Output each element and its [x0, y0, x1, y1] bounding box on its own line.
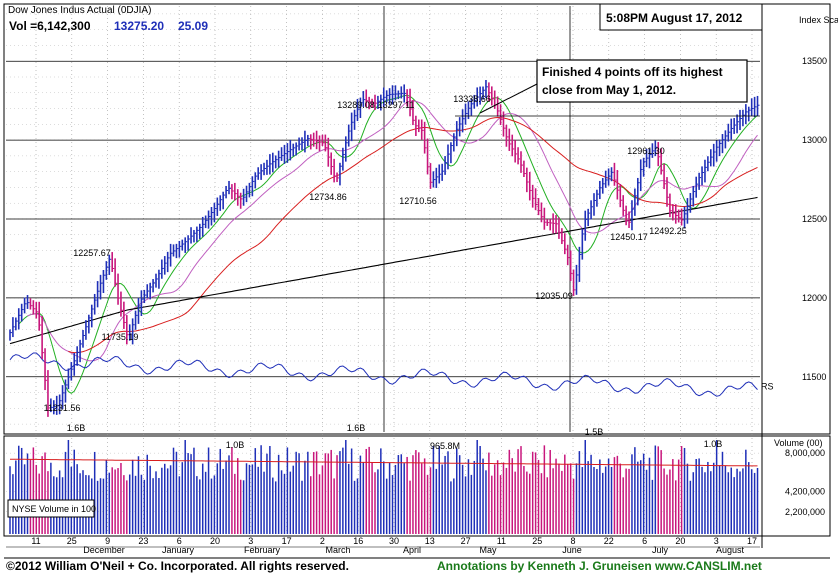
timestamp: 5:08PM August 17, 2012: [606, 11, 743, 25]
volume-legend-box: [7, 499, 95, 518]
x-tick-label: 13: [425, 536, 435, 546]
volume-annotation: 1.0B: [704, 439, 723, 449]
price-annotation: 13297.11: [378, 100, 415, 110]
price-tick-label: 12500: [802, 214, 827, 224]
x-tick-label: 2: [320, 536, 325, 546]
axis-labels: 11500 12000 12500 13000 13500 2,200,000 4,200,…: [31, 56, 827, 555]
x-tick-label: 20: [675, 536, 685, 546]
volume-axis-label: Volume (00): [774, 438, 823, 448]
volume-annotation: 965.8M: [430, 441, 460, 451]
x-tick-label: 23: [138, 536, 148, 546]
volume-tick-label: 2,200,000: [785, 507, 825, 517]
volume-tick-label: 8,000,000: [785, 448, 825, 458]
x-tick-label: 3: [714, 536, 719, 546]
x-tick-label: 25: [532, 536, 542, 546]
volume-label: Vol =6,142,300: [9, 19, 91, 33]
volume-bars: [9, 440, 759, 534]
chart-title: Dow Jones Indus Actual (0DJIA): [8, 5, 151, 16]
annotation-line-2: close from May 1, 2012.: [542, 83, 676, 97]
x-tick-label: 17: [747, 536, 757, 546]
x-tick-label: 27: [461, 536, 471, 546]
x-tick-label: 6: [177, 536, 182, 546]
month-label: March: [325, 545, 350, 555]
price-annotations: 12257.67 11735.19 11231.56 13289.08 13297.11…: [44, 94, 687, 413]
price-tick-label: 13500: [802, 56, 827, 66]
volume-tick-label: 4,200,000: [785, 487, 825, 497]
price-annotation: 11231.56: [44, 403, 81, 413]
price-annotation: 13289.08: [337, 100, 375, 110]
price-tick-label: 12000: [802, 293, 827, 303]
rs-label: RS: [761, 381, 774, 391]
price-annotation: 12961.30: [627, 146, 665, 156]
price-annotation: 12450.17: [610, 232, 648, 242]
copyright: ©2012 William O'Neil + Co. Incorporated.…: [6, 559, 349, 573]
price-annotation: 13338.66: [453, 94, 491, 104]
annotation-pointer: [479, 83, 538, 114]
x-tick-label: 6: [642, 536, 647, 546]
month-label: May: [479, 545, 497, 555]
rs-line: [9, 352, 758, 397]
month-label: January: [162, 545, 195, 555]
x-tick-label: 8: [570, 536, 575, 546]
x-tick-label: 11: [497, 536, 506, 546]
volume-annotation: 1.0B: [226, 440, 245, 450]
price-annotation: 12492.25: [649, 226, 687, 236]
credit: Annotations by Kenneth J. Gruneisen www.…: [437, 559, 762, 573]
month-label: July: [652, 545, 669, 555]
x-tick-label: 11: [31, 536, 40, 546]
annotation-line-1: Finished 4 points off its highest: [542, 65, 723, 79]
annotation-box: [536, 59, 748, 103]
volume-panel-frame: [3, 435, 831, 537]
price-change: 25.09: [178, 19, 208, 33]
price-tick-label: 13000: [802, 135, 827, 145]
x-tick-label: 22: [604, 536, 614, 546]
price-annotation: 12035.09: [535, 291, 573, 301]
ma200-line: [9, 196, 758, 345]
price-annotation: 11735.19: [102, 332, 139, 342]
volume-average-line: [10, 458, 758, 467]
x-tick-label: 3: [248, 536, 253, 546]
month-label: August: [716, 545, 745, 555]
volume-annotation: 1.6B: [347, 423, 366, 433]
month-label: June: [562, 545, 582, 555]
price-annotation: 12734.86: [309, 192, 347, 202]
price-panel-frame: [3, 3, 831, 435]
x-tick-label: 20: [210, 536, 220, 546]
x-tick-label: 17: [282, 536, 292, 546]
ma21-line: [27, 100, 758, 362]
x-tick-label: 9: [105, 536, 110, 546]
price-annotation: 12710.56: [399, 196, 437, 206]
price-tick-label: 11500: [802, 372, 826, 382]
x-tick-label: 16: [353, 536, 363, 546]
volume-legend: NYSE Volume in 100: [12, 504, 96, 514]
month-label: February: [244, 545, 281, 555]
month-label: December: [83, 545, 125, 555]
month-label: April: [403, 545, 421, 555]
x-tick-label: 25: [67, 536, 77, 546]
price-annotation: 12257.67: [73, 248, 111, 258]
volume-annotation: 1.6B: [67, 423, 86, 433]
x-tick-label: 30: [389, 536, 399, 546]
ma50-line: [68, 116, 758, 354]
price-axis-label: Index Scale: [799, 15, 838, 25]
timestamp-box: [599, 3, 763, 31]
volume-annotation: 1.5B: [585, 427, 604, 437]
last-price: 13275.20: [114, 19, 164, 33]
price-bars: [9, 80, 760, 417]
